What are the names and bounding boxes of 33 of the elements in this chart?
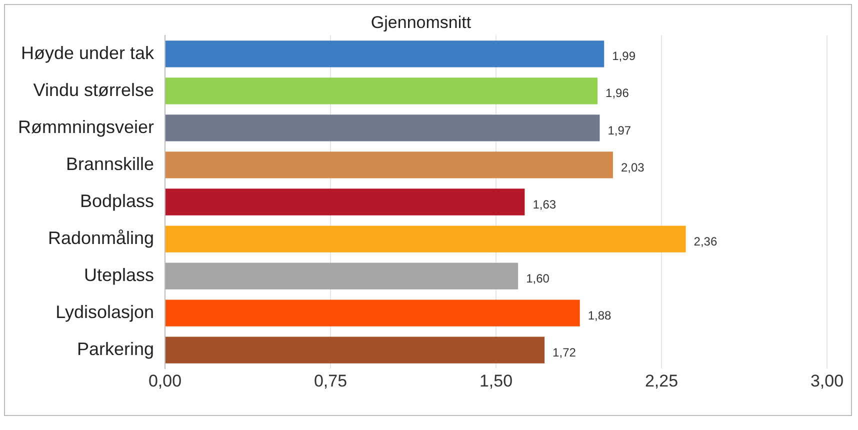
bar: [166, 188, 525, 216]
data-label: 1,88: [588, 308, 612, 322]
data-label: 1,72: [552, 345, 576, 360]
bar: [166, 262, 518, 290]
y-tick-label: Vindu størrelse: [33, 80, 154, 100]
data-label: 2,36: [694, 234, 718, 248]
y-tick-label: Uteplass: [84, 265, 154, 286]
x-tick-label: 1,50: [479, 371, 513, 390]
data-label: 1,60: [526, 271, 550, 286]
data-label: 1,99: [612, 49, 636, 64]
x-tick-label: 0,00: [148, 371, 182, 390]
y-tick-label: Høyde under tak: [20, 42, 156, 63]
x-tick-label: 2,25: [644, 371, 678, 390]
bar: [166, 78, 598, 104]
y-tick-label: Bodplass: [80, 190, 154, 211]
x-tick-label: 3,00: [810, 371, 844, 390]
bar: [166, 152, 613, 178]
bar: [166, 114, 600, 142]
y-tick-label: Brannskille: [66, 154, 154, 174]
y-tick-label: Radonmåling: [48, 228, 154, 248]
bar: [166, 336, 545, 364]
chart-title: Gjennomsnitt: [370, 12, 472, 32]
data-label: 2,03: [620, 160, 645, 174]
bar: [166, 300, 580, 326]
bar: [166, 226, 686, 252]
y-tick-label: Parkering: [76, 339, 154, 360]
data-label: 1,63: [532, 197, 556, 212]
data-label: 1,97: [608, 123, 632, 138]
x-tick-label: 0,75: [314, 371, 348, 390]
data-label: 1,96: [606, 86, 630, 100]
y-tick-label: Lydisolasjon: [56, 302, 154, 322]
bar: [166, 40, 604, 68]
y-tick-label: Rømmningsveier: [18, 116, 154, 137]
